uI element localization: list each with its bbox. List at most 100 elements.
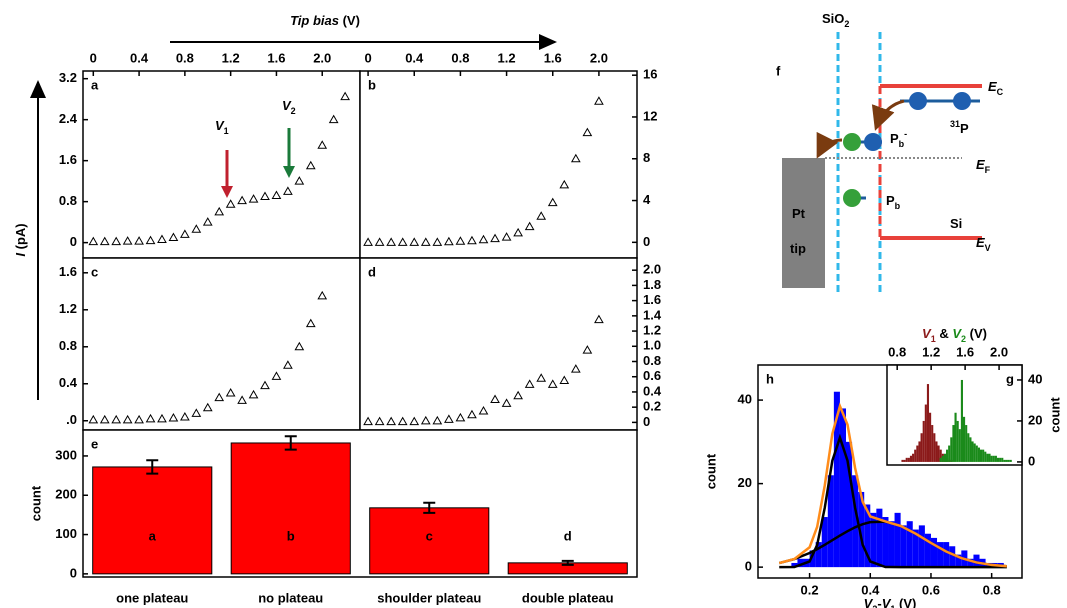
x-axis-title-part: 1 <box>890 604 895 608</box>
diagram-label-part: Si <box>950 216 962 231</box>
defect <box>843 189 861 207</box>
diagram-label-part: C <box>997 87 1004 97</box>
data-point <box>397 237 408 246</box>
x-tick-label: 2.0 <box>590 50 608 65</box>
data-point <box>444 236 454 246</box>
y-tick-label: 4 <box>643 192 651 207</box>
y-tick-label: 200 <box>55 487 77 502</box>
histogram-bar <box>882 517 889 568</box>
histogram-bar <box>909 455 913 462</box>
histogram-bar <box>977 447 980 462</box>
annotation: V2 <box>282 98 296 116</box>
data-point <box>134 236 144 245</box>
histogram-bar <box>791 562 798 568</box>
histogram-bar <box>994 455 997 462</box>
data-point <box>191 408 202 417</box>
y-tick-label: 2.0 <box>643 262 661 277</box>
histogram-bar <box>984 451 987 462</box>
data-point <box>386 237 397 246</box>
data-point <box>237 395 247 404</box>
data-point <box>157 234 167 244</box>
diagram-label-part: E <box>988 79 997 94</box>
bar <box>92 466 213 575</box>
y-tick-label: 1.6 <box>643 292 661 307</box>
histogram-bar <box>907 457 910 462</box>
histogram-bar <box>1007 459 1010 462</box>
y-axis-title-part: I <box>13 253 28 257</box>
x-axis-title-part: V <box>864 596 874 608</box>
histogram-bar <box>988 453 991 462</box>
data-point <box>409 237 420 246</box>
histogram-bar <box>982 449 985 462</box>
histogram-bar <box>918 441 921 462</box>
histogram-bar <box>929 412 932 462</box>
histogram-bar <box>937 542 944 568</box>
data-point <box>559 375 570 385</box>
y-tick-label: 8 <box>643 150 650 165</box>
data-point <box>432 237 443 246</box>
diagram-label-part: E <box>976 157 985 172</box>
error-bar <box>423 501 436 514</box>
x-tick-label: no plateau <box>258 590 323 605</box>
data-point <box>180 412 190 421</box>
histogram-bar <box>965 425 968 462</box>
diagram <box>782 32 982 296</box>
annotation-part: 1 <box>224 126 229 136</box>
data-point <box>478 405 489 415</box>
histogram-bar <box>996 457 1000 462</box>
y-tick-label: 0.8 <box>59 193 77 208</box>
histogram-bar <box>937 445 940 462</box>
histogram-bar <box>864 504 871 568</box>
x-tick-label: 2.0 <box>990 344 1008 359</box>
histogram-bar <box>846 441 853 568</box>
data-point <box>363 416 373 426</box>
chart-title-part: V <box>952 326 962 341</box>
histogram-bar <box>973 443 976 462</box>
x-tick-label: 0.8 <box>451 50 469 65</box>
data-point <box>111 414 122 424</box>
data-point <box>409 416 420 426</box>
data-point <box>191 224 202 233</box>
histogram-bar <box>979 449 983 462</box>
histogram-bar <box>935 441 938 462</box>
x-axis-title-part: Tip bias <box>290 13 339 28</box>
data-point <box>168 232 179 242</box>
data-point <box>225 199 236 208</box>
histogram-bar <box>894 512 901 568</box>
x-tick-label: 1.2 <box>498 50 516 65</box>
y-tick-label: 300 <box>55 447 77 462</box>
panel-label: b <box>368 77 376 92</box>
annotation: V1 <box>215 118 229 136</box>
annotation-part: 2 <box>291 106 296 116</box>
annotation-part: V <box>215 118 225 133</box>
annotation-part: V <box>282 98 292 113</box>
data-point <box>467 235 477 245</box>
data-point <box>180 229 190 238</box>
x-tick-label: one plateau <box>116 590 188 605</box>
x-tick-label: double plateau <box>522 590 614 605</box>
data-point <box>202 217 213 226</box>
chart-title-part: & <box>936 326 953 341</box>
histogram-bar <box>990 455 993 462</box>
chart-title: V1 & V2 (V) <box>922 326 987 344</box>
panel-label: c <box>91 264 98 279</box>
y-tick-label: 1.0 <box>643 338 661 353</box>
histogram-bar <box>939 449 942 462</box>
y-tick-label: 0 <box>70 234 77 249</box>
histogram-bar <box>920 433 923 462</box>
x-tick-label: 0.2 <box>801 582 819 597</box>
diagram-label-part: 31 <box>950 119 960 129</box>
data-point <box>582 345 593 354</box>
y-tick-label: 0 <box>643 234 650 249</box>
x-tick-label: 2.0 <box>313 50 331 65</box>
histogram-bar <box>870 512 877 568</box>
histogram-bar <box>955 554 962 568</box>
data-point <box>455 412 466 422</box>
data-point <box>513 227 523 237</box>
data-point <box>467 409 477 419</box>
histogram-bar <box>962 416 966 462</box>
data-point <box>145 235 156 245</box>
donor <box>909 92 927 110</box>
defect <box>843 133 861 151</box>
data-point <box>99 414 110 424</box>
